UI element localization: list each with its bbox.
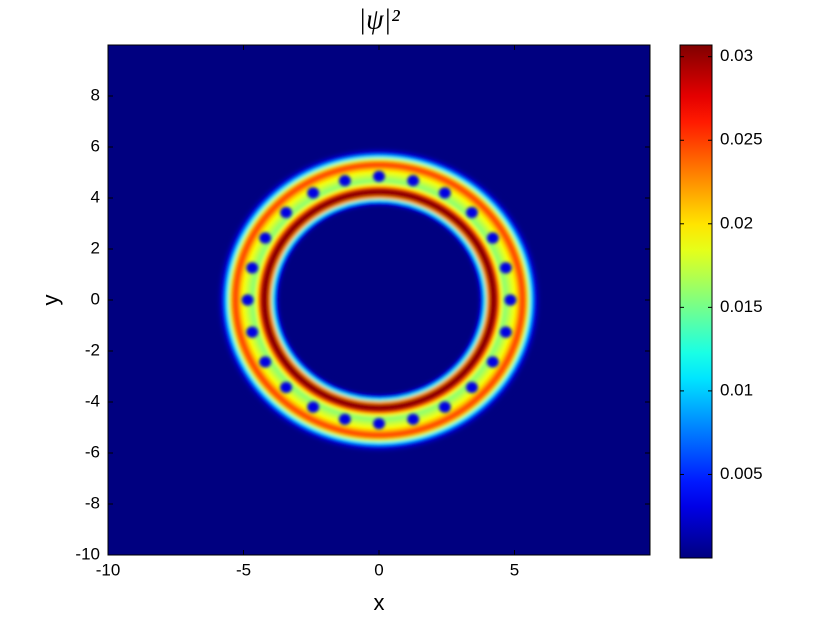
- x-tick-label: -10: [96, 560, 121, 579]
- vortex: [407, 175, 420, 187]
- vortex: [280, 381, 293, 394]
- density-ring: [217, 147, 541, 453]
- density-ring: [225, 155, 533, 445]
- y-tick-label: 8: [91, 85, 100, 104]
- density-ring: [279, 206, 479, 394]
- vortex: [246, 262, 259, 274]
- vortices: [241, 170, 517, 430]
- vortex: [246, 326, 259, 338]
- density-ring: [233, 163, 525, 437]
- vortex: [504, 294, 517, 306]
- vortex: [438, 401, 451, 413]
- y-tick-label: -6: [85, 442, 100, 461]
- colorbar-tick-label: 0.03: [720, 46, 753, 65]
- density-ring: [228, 158, 530, 442]
- density-ring: [266, 193, 492, 407]
- density-ring: [263, 191, 495, 409]
- density-ring: [260, 188, 498, 412]
- vortex: [338, 413, 351, 425]
- vortex: [373, 170, 385, 182]
- density-ring: [230, 160, 528, 440]
- y-tick-label: -4: [85, 391, 100, 410]
- y-tick-label: -8: [85, 493, 100, 512]
- colorbar-tick-label: 0.005: [720, 464, 763, 483]
- y-tick-label: 2: [91, 238, 100, 257]
- vortex: [338, 175, 351, 187]
- vortex: [438, 187, 451, 199]
- x-tick-label: -5: [236, 560, 251, 579]
- colorbar-tick-label: 0.01: [720, 380, 753, 399]
- vortex: [241, 294, 254, 306]
- density-ring: [220, 150, 538, 450]
- plot-background: [108, 45, 650, 555]
- x-tick-label: 0: [374, 560, 383, 579]
- vortex: [499, 262, 512, 274]
- density-ring: [239, 168, 519, 432]
- density-ring: [271, 198, 487, 402]
- vortex: [307, 401, 320, 413]
- x-tick-label: 5: [510, 560, 519, 579]
- density-ring: [252, 181, 506, 419]
- density-ring: [277, 203, 481, 397]
- colorbar-tick-label: 0.02: [720, 213, 753, 232]
- density-ring: [268, 196, 490, 404]
- density-ring: [258, 186, 500, 414]
- colorbar: [679, 44, 713, 559]
- chart-title: |ψ|²: [358, 4, 400, 35]
- y-tick-label: -2: [85, 340, 100, 359]
- vortex: [259, 356, 272, 368]
- vortex: [499, 326, 512, 338]
- vortex: [407, 413, 420, 425]
- density-ring: [214, 145, 544, 455]
- density-ring: [255, 183, 503, 417]
- vortex: [486, 356, 499, 368]
- density-ring: [274, 201, 484, 399]
- vortex: [259, 232, 272, 244]
- vortex: [280, 206, 293, 219]
- x-axis-label: x: [374, 590, 385, 615]
- y-tick-label: 0: [91, 289, 100, 308]
- vortex: [486, 232, 499, 244]
- density-ring: [236, 165, 522, 435]
- y-axis-label: y: [38, 295, 63, 306]
- vortex: [307, 187, 320, 199]
- y-tick-label: 6: [91, 136, 100, 155]
- colorbar-tick-label: 0.025: [720, 130, 763, 149]
- heatmap: [214, 145, 544, 455]
- vortex: [465, 381, 478, 394]
- colorbar-tick-label: 0.015: [720, 297, 763, 316]
- vortex: [465, 206, 478, 219]
- y-tick-label: 4: [91, 187, 100, 206]
- density-ring: [222, 152, 536, 448]
- y-tick-label: -10: [75, 544, 100, 563]
- vortex: [373, 418, 385, 430]
